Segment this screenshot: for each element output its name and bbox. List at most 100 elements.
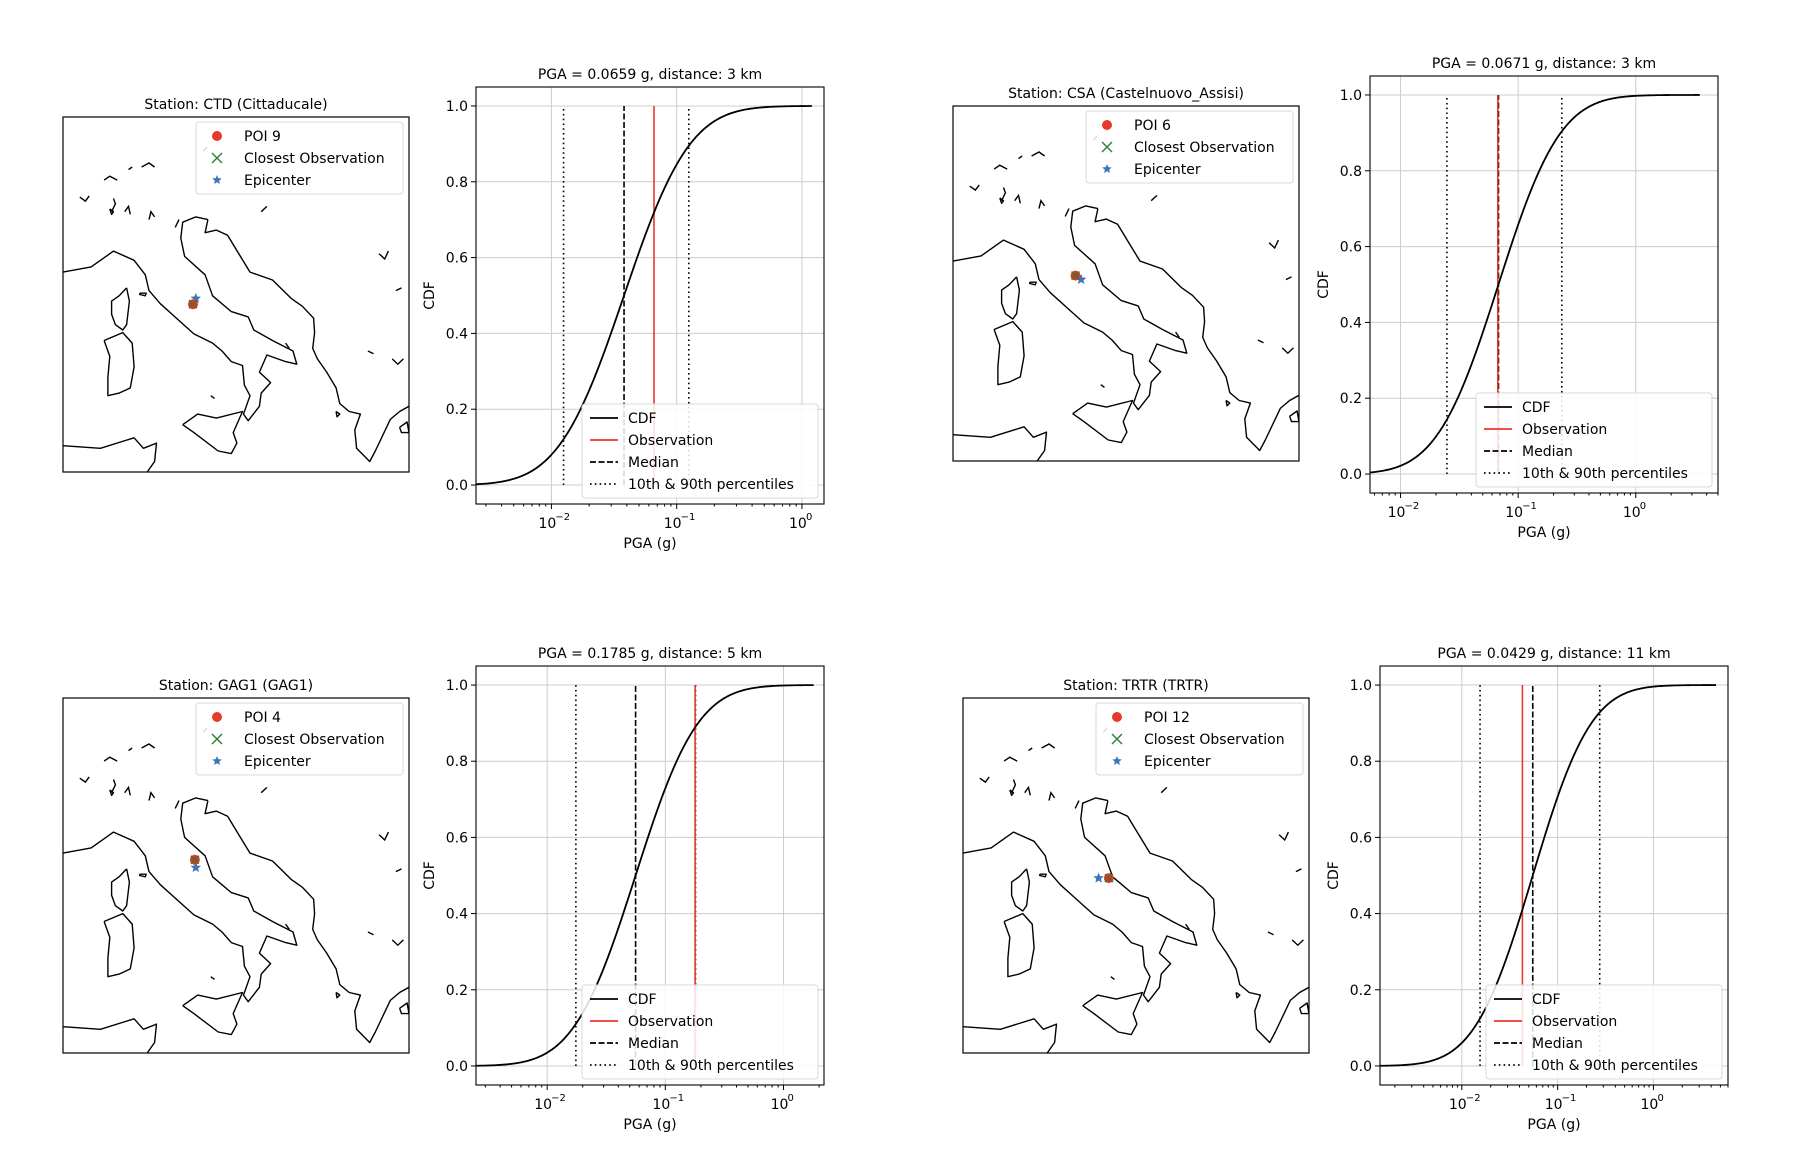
legend-observation-label: Observation xyxy=(628,1014,713,1030)
x-tick-label: 10 xyxy=(1623,505,1641,521)
coastline-greece_is xyxy=(335,410,341,418)
coastline-crete_bit xyxy=(398,1002,409,1015)
legend-epicenter-marker xyxy=(212,175,222,185)
x-tick-label: 10 xyxy=(771,1097,789,1113)
map-frame xyxy=(62,116,410,473)
map-panel-4: Station: TRTR (TRTR) POI 12 Closest Observ… xyxy=(962,678,1310,1054)
lake-outline xyxy=(260,786,268,794)
coastline-africa xyxy=(63,437,158,472)
lake-outline xyxy=(1074,800,1080,809)
lake-outline xyxy=(103,175,118,181)
coastlines xyxy=(63,146,409,472)
cdf-legend-box xyxy=(1485,984,1723,1080)
x-tick-exponent: −1 xyxy=(669,1093,684,1104)
lake-outline xyxy=(110,779,117,794)
lake-outline xyxy=(1038,199,1046,209)
lake-outline xyxy=(979,776,990,784)
ticks: 10 −2 10 −1 10 00.00.20.40.60.81.0 xyxy=(1350,678,1729,1113)
coastline-africa xyxy=(953,426,1048,461)
cdf-legend-box xyxy=(581,403,819,499)
lake-outline xyxy=(110,198,117,213)
y-axis-label: CDF xyxy=(1326,861,1342,890)
legend-closest-label: Closest Observation xyxy=(244,732,385,748)
lake-outline xyxy=(79,195,90,203)
x-tick-exponent: 0 xyxy=(788,1093,794,1104)
y-tick-label: 1.0 xyxy=(1340,88,1362,104)
coastline-greece_is xyxy=(335,991,341,999)
legend-observation-label: Observation xyxy=(1532,1014,1617,1030)
lake-outline xyxy=(1281,347,1294,355)
y-tick-label: 0.6 xyxy=(1340,240,1362,256)
legend-cdf-label: CDF xyxy=(628,411,657,427)
lake-outline xyxy=(1285,276,1292,281)
x-tick-exponent: −2 xyxy=(1405,501,1420,512)
legend-poi-marker xyxy=(212,712,222,722)
y-tick-label: 0.0 xyxy=(1350,1059,1372,1075)
coastline-africa xyxy=(63,1018,158,1053)
y-tick-label: 0.8 xyxy=(1340,164,1362,180)
coastline-crete_bit xyxy=(1288,410,1299,423)
coastline-balkan xyxy=(204,800,409,1044)
legend-median-label: Median xyxy=(628,1036,679,1052)
lake-outline xyxy=(174,219,180,228)
x-tick-label: 10 xyxy=(539,516,557,532)
legend-closest-label: Closest Observation xyxy=(1134,140,1275,156)
y-tick-label: 0.6 xyxy=(446,251,468,267)
chart-title: PGA = 0.0671 g, distance: 3 km xyxy=(1432,56,1656,72)
x-axis-label: PGA (g) xyxy=(623,536,676,552)
coastlines xyxy=(953,135,1299,461)
legend-observation-label: Observation xyxy=(1522,422,1607,438)
lake-outline xyxy=(1064,208,1070,217)
coastline-sicily xyxy=(182,991,244,1036)
legend-closest-marker xyxy=(211,733,223,745)
x-tick-exponent: −2 xyxy=(551,1093,566,1104)
lake-outline xyxy=(1175,331,1180,338)
coastlines xyxy=(963,727,1309,1053)
lake-outline xyxy=(79,776,90,784)
y-tick-label: 0.2 xyxy=(1340,391,1362,407)
y-tick-label: 0.0 xyxy=(446,478,468,494)
legend-poi-marker xyxy=(212,131,222,141)
legend-epicenter-label: Epicenter xyxy=(244,173,311,189)
legend-cdf-label: CDF xyxy=(1522,400,1551,416)
y-tick-label: 0.8 xyxy=(446,175,468,191)
map-title: Station: CTD (Cittaducale) xyxy=(144,97,327,113)
coastline-italy xyxy=(963,797,1198,1003)
x-tick-label: 10 xyxy=(1545,1097,1563,1113)
lake-outline xyxy=(210,395,215,399)
lake-outline xyxy=(1048,791,1056,801)
legend-closest-label: Closest Observation xyxy=(244,151,385,167)
legend-poi-label: POI 6 xyxy=(1134,118,1171,134)
lake-outline xyxy=(210,976,215,980)
y-tick-label: 1.0 xyxy=(446,678,468,694)
legend-epicenter-label: Epicenter xyxy=(1134,162,1201,178)
legend-poi-label: POI 9 xyxy=(244,129,281,145)
coastline-greece_is xyxy=(1225,399,1231,407)
y-tick-label: 0.4 xyxy=(446,326,468,342)
coastline-balkan xyxy=(204,219,409,463)
coastline-greece_is xyxy=(1235,991,1241,999)
x-tick-label: 10 xyxy=(664,516,682,532)
lake-outline xyxy=(1150,194,1158,202)
y-tick-label: 0.0 xyxy=(446,1059,468,1075)
legend-epicenter-label: Epicenter xyxy=(244,754,311,770)
map-frame xyxy=(962,697,1310,1054)
coastline-sardinia xyxy=(103,331,135,397)
x-tick-exponent: 0 xyxy=(1640,501,1646,512)
lake-outline xyxy=(1000,187,1007,202)
lake-outline xyxy=(1028,747,1033,752)
lake-outline xyxy=(1024,785,1031,796)
lake-outline xyxy=(367,350,374,355)
lake-outline xyxy=(1110,976,1115,980)
lake-outline xyxy=(1160,786,1168,794)
x-axis-label: PGA (g) xyxy=(1527,1117,1580,1133)
x-tick-exponent: −1 xyxy=(681,512,696,523)
map-legend: POI 4 Closest Observation Epicenter xyxy=(195,702,404,776)
x-tick-exponent: −1 xyxy=(1562,1093,1577,1104)
ticks: 10 −2 10 −1 10 00.00.20.40.60.81.0 xyxy=(446,678,820,1113)
y-axis-label: CDF xyxy=(422,861,438,890)
y-tick-label: 1.0 xyxy=(446,99,468,115)
map-title: Station: GAG1 (GAG1) xyxy=(159,678,313,694)
y-tick-label: 0.0 xyxy=(1340,467,1362,483)
